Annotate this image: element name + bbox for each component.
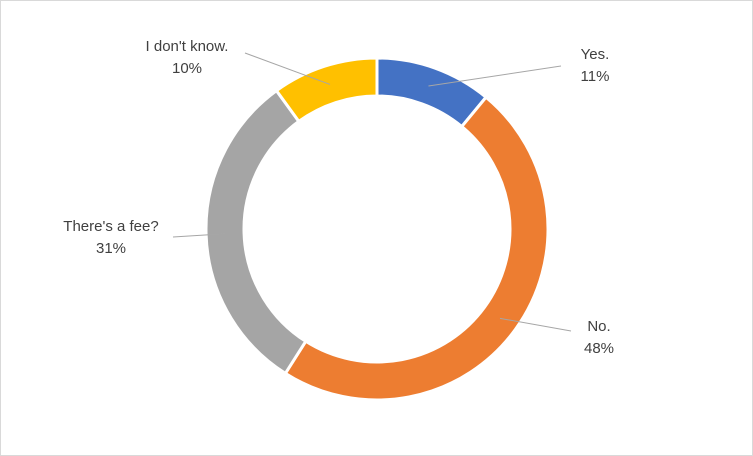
data-label-fee-category: There's a fee? — [63, 218, 159, 235]
data-label-yes-category: Yes. — [580, 46, 610, 63]
leader-line-no — [499, 317, 572, 332]
leader-lines — [172, 52, 572, 332]
data-label-dont-know-value: 10% — [171, 60, 203, 77]
data-label-dont-know: I don't know. 10% — [129, 36, 245, 80]
data-label-fee: There's a fee? 31% — [51, 216, 171, 260]
data-label-fee-value: 31% — [95, 240, 127, 257]
leader-line-yes — [428, 65, 562, 87]
data-label-yes: Yes. 11% — [569, 44, 621, 88]
doughnut-slices — [204, 56, 550, 402]
leader-line-fee — [172, 233, 226, 238]
data-label-no-value: 48% — [583, 340, 615, 357]
doughnut-slice-dont-know — [274, 56, 379, 124]
data-label-dont-know-category: I don't know. — [145, 38, 229, 55]
doughnut-slice-no — [283, 95, 550, 402]
data-label-no: No. 48% — [573, 316, 625, 360]
data-label-yes-value: 11% — [580, 68, 610, 85]
data-label-no-category: No. — [587, 318, 611, 335]
doughnut-slice-fee — [204, 88, 308, 376]
leader-line-dont-know — [244, 52, 331, 85]
